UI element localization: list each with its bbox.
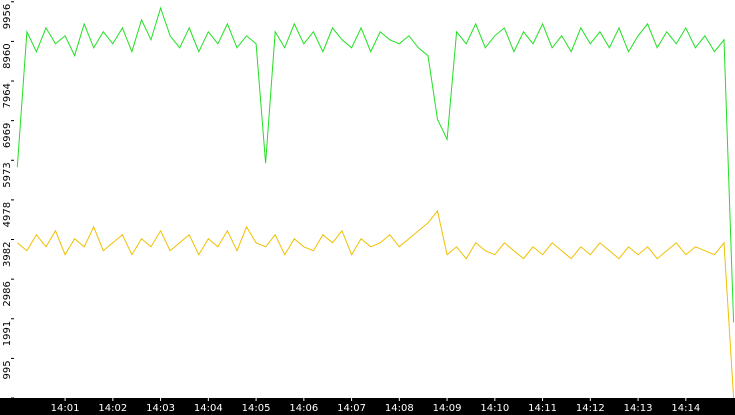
y-tick-label: 1991: [2, 321, 13, 346]
series-line: [16, 209, 735, 399]
x-tick-label: 14:11: [528, 403, 557, 414]
y-tick-label: 4978: [2, 202, 13, 227]
x-tick-label: 14:14: [671, 403, 700, 414]
x-tick-label: 14:12: [576, 403, 605, 414]
x-tick-label: 14:05: [242, 403, 271, 414]
x-tick-label: 14:10: [480, 403, 509, 414]
x-tick-label: 14:04: [194, 403, 223, 414]
y-tick-label: 995: [2, 360, 13, 379]
y-tick-label: 8960: [2, 43, 13, 68]
series-line: [16, 6, 735, 323]
y-tick-label: 3982: [2, 242, 13, 267]
y-tick-label: 6969: [2, 123, 13, 148]
x-tick-label: 14:03: [146, 403, 175, 414]
x-tick-label: 14:09: [433, 403, 462, 414]
y-tick-label: 9956: [2, 4, 13, 29]
x-tick-label: 14:08: [385, 403, 414, 414]
x-axis-bar: [0, 398, 735, 415]
y-tick-label: 7964: [2, 83, 13, 108]
x-tick-label: 14:02: [98, 403, 127, 414]
x-tick-label: 14:13: [624, 403, 653, 414]
x-tick-label: 14:06: [289, 403, 318, 414]
y-tick-label: 2986: [2, 281, 13, 306]
x-tick-label: 14:01: [51, 403, 80, 414]
y-tick-label: 0: [2, 400, 13, 406]
y-tick-label: 5973: [2, 162, 13, 187]
x-tick-label: 14:07: [337, 403, 366, 414]
